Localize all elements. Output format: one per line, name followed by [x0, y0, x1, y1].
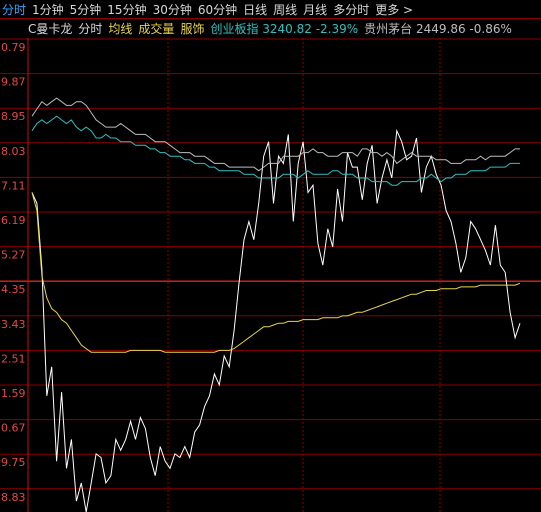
y-axis-label: 9.87: [1, 76, 26, 89]
index2-label[interactable]: 贵州茅台 2449.86 -0.86%: [364, 21, 512, 36]
index2-line: [31, 97, 520, 172]
stock-name: C曼卡龙: [28, 21, 73, 36]
tab-1min[interactable]: 1分钟: [32, 2, 64, 17]
volume-label[interactable]: 成交量: [138, 21, 175, 36]
y-axis-label: 5.27: [1, 249, 26, 262]
price-line: [31, 128, 521, 512]
tab-60min[interactable]: 60分钟: [197, 2, 238, 17]
y-axis-label: 8.95: [1, 110, 26, 123]
y-axis-label: 3.43: [1, 318, 26, 331]
mode-label: 分时: [78, 21, 103, 36]
tab-fenshi[interactable]: 分时: [2, 2, 27, 17]
y-axis-label: 7.11: [1, 179, 26, 192]
y-axis-label: 8.83: [1, 491, 26, 504]
index1-line: [31, 115, 520, 186]
avg-line: [31, 192, 521, 353]
y-axis-label: 9.75: [1, 456, 26, 469]
sector-label[interactable]: 服饰: [180, 21, 205, 36]
y-axis-label: 4.35: [1, 283, 26, 296]
tab-multi[interactable]: 多分时: [333, 2, 370, 17]
y-axis-label: 8.03: [1, 145, 26, 158]
y-axis-label: 6.19: [1, 214, 26, 227]
info-bar: C曼卡龙 分时 均线 成交量 服饰 创业板指 3240.82 -2.39% 贵州…: [0, 18, 541, 38]
y-axis-label: 1.59: [1, 387, 26, 400]
index1-label[interactable]: 创业板指 3240.82 -2.39%: [210, 21, 359, 36]
tab-more[interactable]: 更多 >: [375, 2, 414, 17]
tab-month[interactable]: 月线: [303, 2, 328, 17]
tab-week[interactable]: 周线: [273, 2, 298, 17]
tab-5min[interactable]: 5分钟: [69, 2, 102, 17]
y-axis-label: 2.51: [1, 352, 26, 365]
y-axis-label: 0.79: [1, 41, 26, 54]
tab-30min[interactable]: 30分钟: [152, 2, 192, 17]
tab-15min[interactable]: 15分钟: [107, 2, 147, 17]
y-axis-label: 0.67: [1, 422, 26, 435]
avg-label: 均线: [108, 21, 133, 36]
period-tabs: 分时 1分钟 5分钟 15分钟 30分钟 60分钟 日线 周线 月线 多分时 更…: [0, 0, 541, 18]
tab-day[interactable]: 日线: [243, 2, 268, 17]
divider: [0, 18, 541, 19]
